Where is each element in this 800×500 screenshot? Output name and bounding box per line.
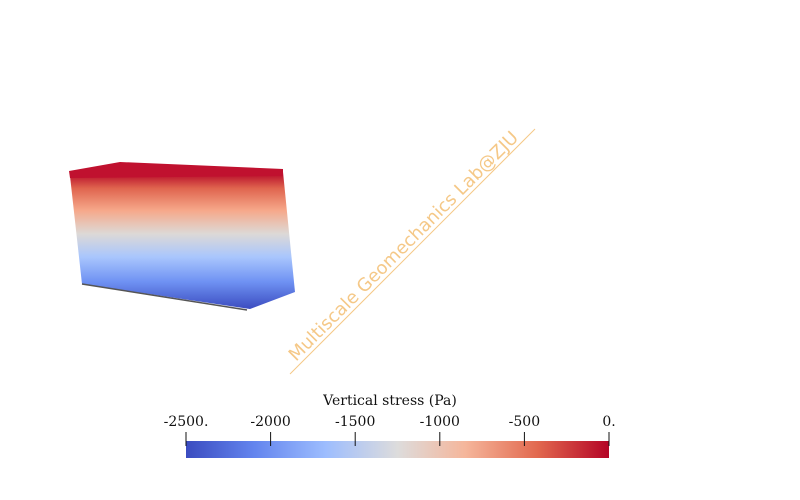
block-top-face <box>69 162 283 178</box>
colorbar-tick-label: -1000 <box>420 414 460 430</box>
colorbar: Vertical stress (Pa) -2500. -2000 -1500 -10… <box>164 393 616 458</box>
watermark-underline <box>289 128 536 375</box>
colorbar-tick-label: -2000 <box>250 414 290 430</box>
block-front-face <box>70 172 295 309</box>
watermark-text: Multiscale Geomechanics Lab@ZJU <box>285 127 523 365</box>
colorbar-tick-label: 0. <box>602 414 615 430</box>
colorbar-ticks: -2500. -2000 -1500 -1000 -500 0. <box>164 414 616 446</box>
watermark: Multiscale Geomechanics Lab@ZJU <box>285 127 536 375</box>
stress-block <box>69 162 295 311</box>
block-bottom-edge <box>81 283 248 311</box>
colorbar-gradient <box>186 441 609 458</box>
colorbar-tick-label: -1500 <box>335 414 375 430</box>
colorbar-tick-label: -500 <box>509 414 540 430</box>
colorbar-title: Vertical stress (Pa) <box>322 393 457 409</box>
colorbar-tick-label: -2500. <box>164 414 209 430</box>
